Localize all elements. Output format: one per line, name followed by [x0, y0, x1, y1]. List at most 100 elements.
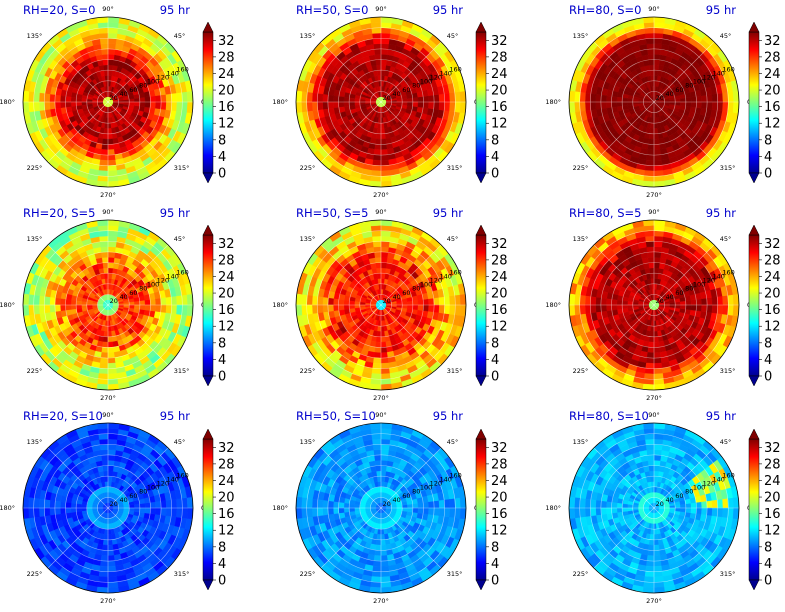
heatmap-cell — [648, 262, 655, 269]
colorbar-tick-label: 4 — [491, 150, 499, 165]
heatmap-cell — [449, 92, 456, 103]
heatmap-cell — [371, 373, 382, 380]
heatmap-cell — [317, 296, 324, 306]
heatmap-cell — [695, 304, 703, 312]
heatmap-cell — [653, 48, 662, 55]
radial-tick-label: 20 — [656, 94, 664, 102]
panel-time-label: 95 hr — [433, 206, 464, 220]
heatmap-cell — [579, 92, 586, 103]
heatmap-cell — [701, 94, 708, 103]
radial-tick-label: 40 — [119, 293, 127, 301]
heatmap-cell — [653, 80, 658, 87]
heatmap-cell — [653, 43, 662, 50]
radial-tick-label: 160 — [449, 65, 461, 73]
heatmap-cell — [149, 95, 157, 103]
panel-time-label: 95 hr — [706, 3, 737, 17]
heatmap-cell — [306, 101, 313, 112]
heatmap-cell — [98, 235, 109, 243]
angle-tick-label: 315° — [447, 164, 463, 172]
heatmap-cell — [584, 295, 592, 306]
colorbar-tick-label: 32 — [764, 237, 781, 252]
colorbar-tick-label: 4 — [218, 150, 226, 165]
heatmap-cell — [155, 304, 162, 313]
heatmap-cell — [160, 101, 167, 110]
colorbar-tick-label: 24 — [218, 67, 235, 82]
heatmap-cell — [311, 92, 319, 103]
heatmap-cell — [107, 32, 118, 40]
heatmap-cell — [306, 304, 313, 315]
heatmap-cell — [380, 256, 388, 264]
panel-time-label: 95 hr — [433, 3, 464, 17]
heatmap-cell — [412, 304, 419, 311]
heatmap-cell — [380, 38, 390, 45]
heatmap-cell — [653, 32, 664, 40]
heatmap-cell — [422, 304, 430, 312]
heatmap-cell — [590, 101, 597, 111]
heatmap-cell — [701, 297, 708, 306]
heatmap-cell — [149, 304, 157, 312]
heatmap-cell — [650, 325, 655, 332]
heatmap-cell — [373, 251, 382, 258]
heatmap-cell — [653, 27, 664, 34]
heatmap-cell — [443, 304, 451, 315]
angle-tick-label: 135° — [300, 235, 316, 243]
heatmap-cell — [711, 296, 718, 306]
heatmap-cell — [380, 241, 390, 248]
heatmap-cell — [101, 143, 109, 151]
colorbar-tick-label: 20 — [491, 287, 508, 302]
angle-tick-label: 225° — [27, 164, 43, 172]
colorbar-tick-label: 16 — [764, 303, 781, 318]
angle-tick-label: 180° — [0, 98, 15, 106]
heatmap-cell — [107, 69, 113, 76]
heatmap-cell — [38, 92, 46, 103]
heatmap-cell — [579, 295, 586, 306]
heatmap-cell — [155, 94, 162, 103]
heatmap-cell — [380, 149, 389, 156]
heatmap-cell — [645, 362, 655, 369]
heatmap-cell — [327, 304, 334, 313]
radial-tick-label: 160 — [722, 65, 734, 73]
heatmap-cell — [380, 59, 387, 66]
heatmap-cell — [605, 101, 613, 109]
heatmap-cell — [653, 341, 660, 348]
colorbar-tick-label: 0 — [491, 167, 499, 182]
radial-tick-label: 60 — [402, 289, 410, 297]
heatmap-cell — [653, 267, 660, 274]
heatmap-cell — [443, 92, 451, 103]
heatmap-cell — [685, 304, 692, 311]
heatmap-cell — [160, 297, 167, 306]
colorbar-tick-label: 28 — [218, 50, 235, 65]
colorbar-tick-label: 20 — [764, 84, 781, 99]
polar-grid — [295, 219, 467, 391]
heatmap-cell — [443, 101, 451, 112]
heatmap-cell — [372, 241, 382, 248]
colorbar-extend-min — [202, 172, 214, 184]
heatmap-cell — [412, 101, 419, 108]
heatmap-cell — [149, 298, 157, 306]
panel-title: RH=50, S=0 — [296, 3, 368, 17]
heatmap-cell — [428, 101, 435, 110]
heatmap-cell — [653, 64, 660, 71]
colorbar-tick-label: 12 — [218, 117, 235, 132]
colorbar-tick-label: 16 — [218, 303, 235, 318]
heatmap-cell — [605, 95, 613, 103]
heatmap-cell — [100, 48, 109, 55]
heatmap-cell — [54, 304, 61, 313]
heatmap-cell — [595, 304, 602, 313]
heatmap-cell — [123, 304, 130, 309]
heatmap-cell — [38, 295, 46, 306]
heatmap-cell — [144, 101, 151, 108]
heatmap-cell — [359, 301, 366, 306]
heatmap-cell — [98, 373, 109, 380]
heatmap-cell — [311, 295, 319, 306]
heatmap-cell — [433, 297, 440, 306]
heatmap-cell — [616, 96, 623, 103]
colorbar-tick-label: 32 — [491, 34, 508, 49]
heatmap-cell — [649, 331, 655, 338]
polar-panel-5: RH=50, S=595 hr0°45°90°135°180°225°270°3… — [272, 206, 507, 402]
heatmap-cell — [374, 256, 382, 264]
heatmap-cell — [653, 373, 664, 380]
panel-time-label: 95 hr — [160, 3, 191, 17]
